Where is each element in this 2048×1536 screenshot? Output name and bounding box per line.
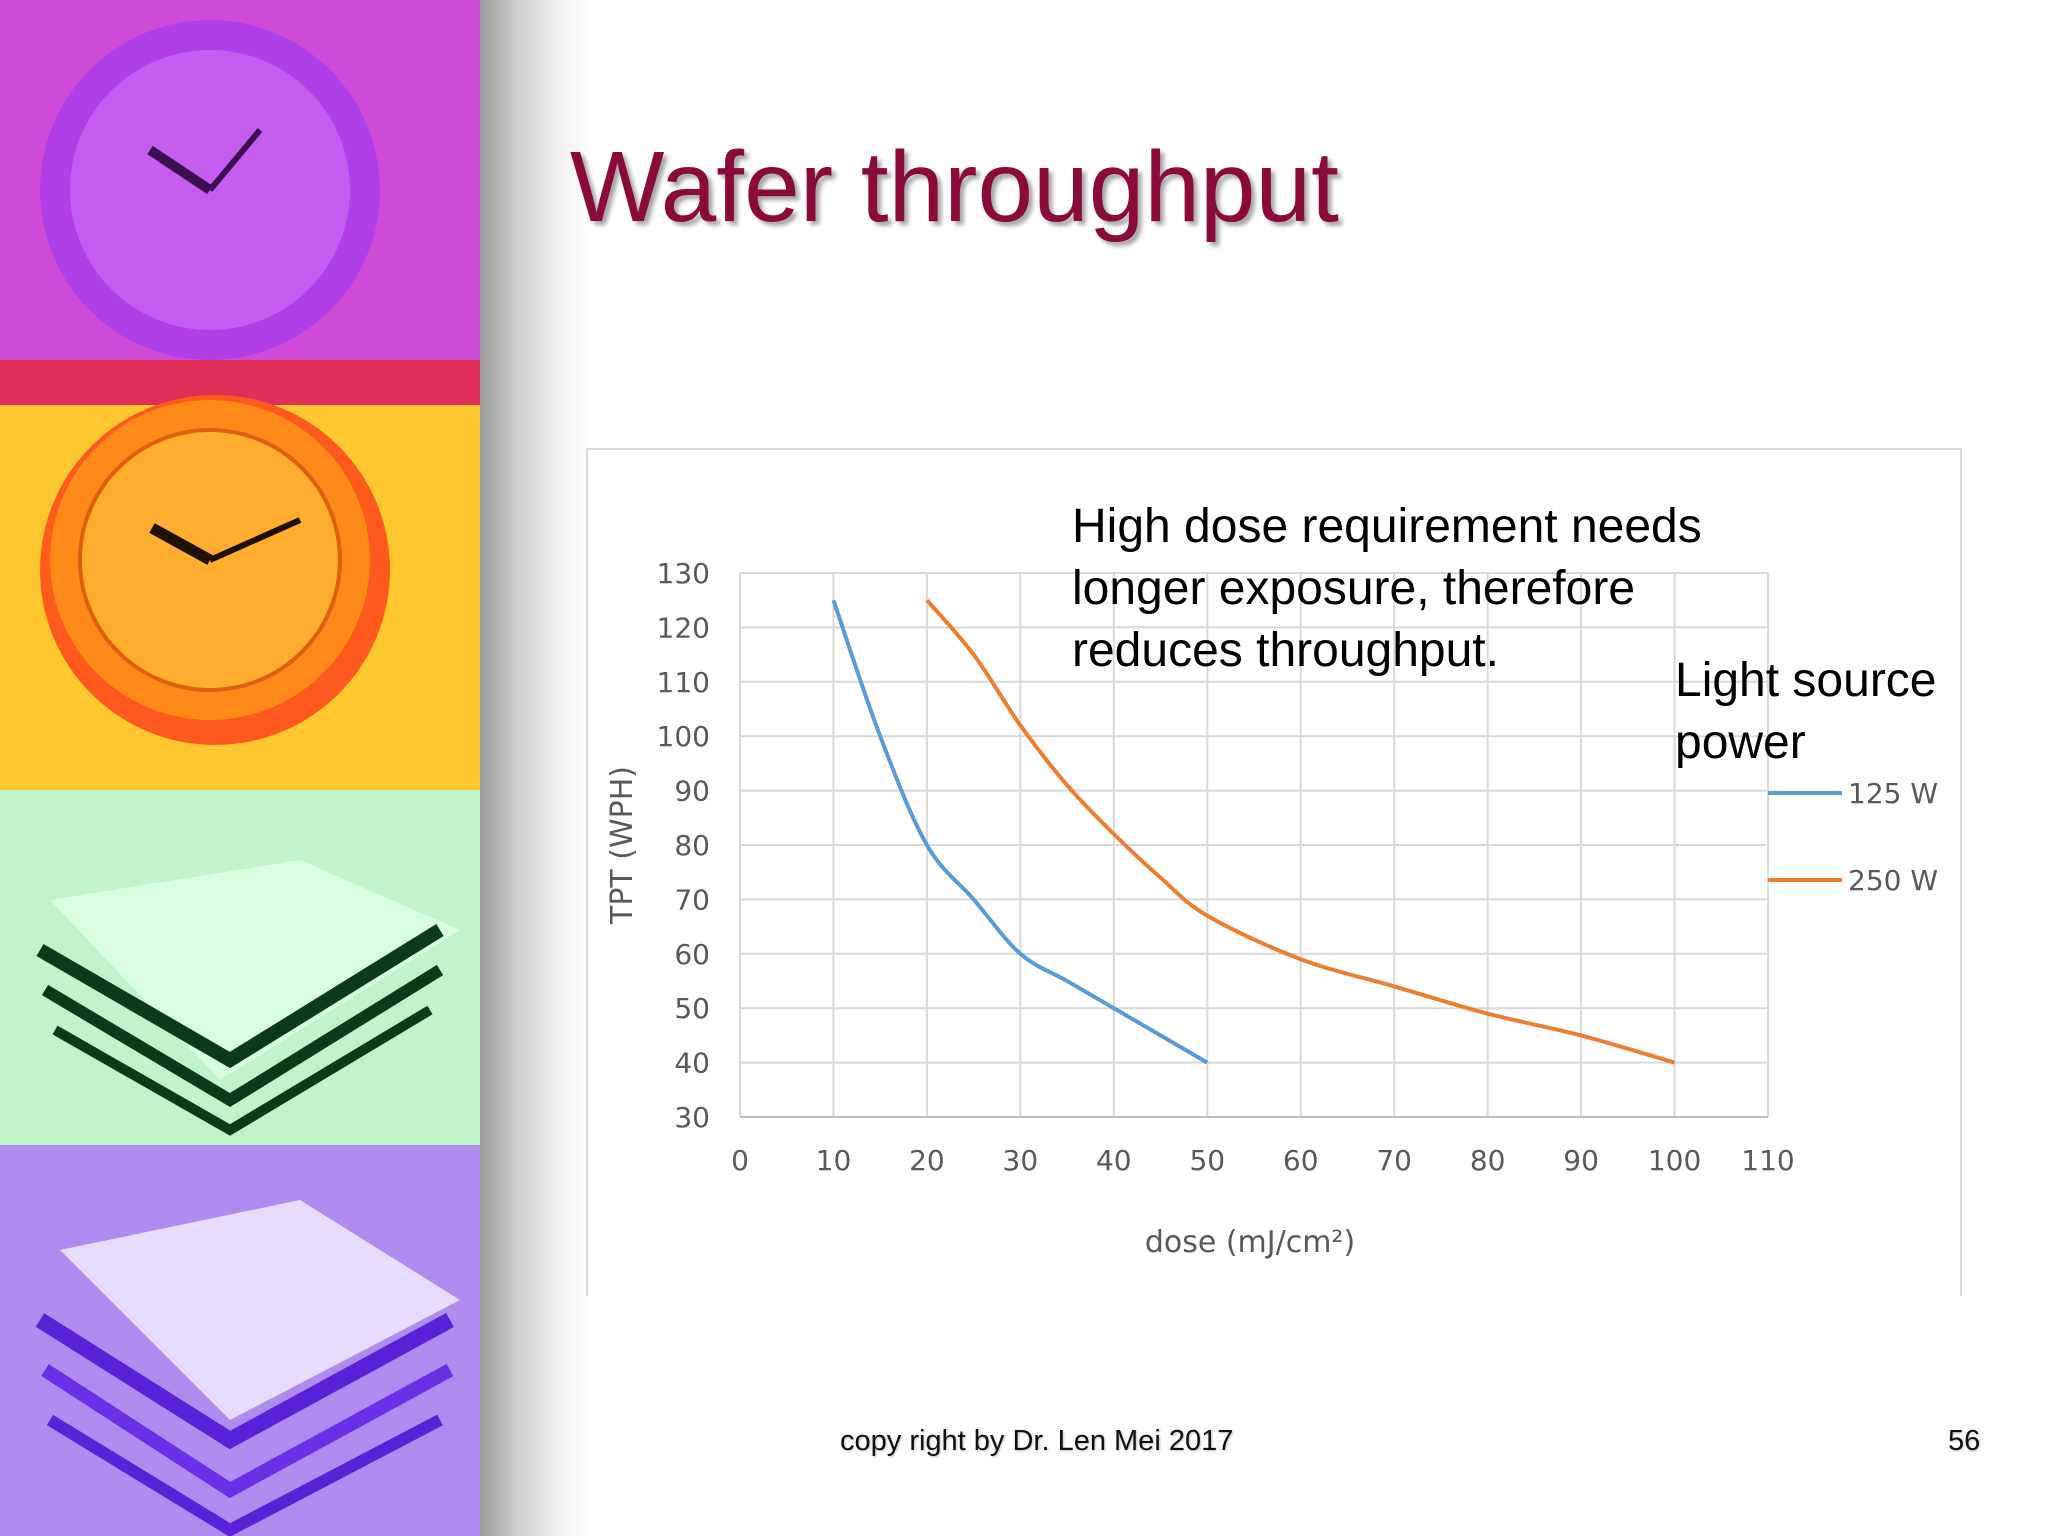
green-papers-icon [36,860,460,1136]
decorative-image-strip [0,0,480,1536]
annotation-line: High dose requirement needs [1072,500,1702,553]
x-tick-label: 110 [1741,1144,1794,1177]
annotation-line: longer exposure, therefore [1072,562,1636,615]
legend-label: 250 W [1848,864,1938,897]
x-tick-label: 10 [816,1144,852,1177]
chart-axes: 30 40 50 60 70 80 90 100 110 120 130 0 10 20 30 40 50 60 7… [605,557,1795,1260]
legend-label: 125 W [1848,777,1938,810]
legend-title: Light source power [1675,650,1937,774]
footer-copyright: copy right by Dr. Len Mei 2017 [840,1425,1234,1457]
y-tick-label: 100 [657,720,710,753]
y-tick-label: 30 [674,1101,710,1134]
legend-title-line: power [1675,716,1806,769]
x-tick-label: 60 [1283,1144,1319,1177]
y-tick-label: 70 [674,883,710,916]
x-tick-label: 100 [1648,1144,1701,1177]
x-tick-label: 40 [1096,1144,1132,1177]
series-line-125w [831,599,1209,1065]
x-axis-label: dose (mJ/cm²) [1145,1225,1355,1260]
chart-series [831,598,1676,1065]
chart-legend: 125 W 250 W [1768,777,1938,897]
x-tick-label: 30 [1003,1144,1039,1177]
x-tick-label: 80 [1470,1144,1506,1177]
annotation-line: reduces throughput. [1072,624,1499,677]
y-tick-label: 130 [657,557,710,590]
legend-title-line: Light source [1675,654,1937,707]
x-tick-label: 70 [1376,1144,1412,1177]
y-tick-label: 40 [674,1047,710,1080]
purple-papers-icon [35,1200,460,1536]
y-tick-label: 120 [657,611,710,644]
y-tick-label: 90 [674,775,710,808]
x-tick-label: 0 [731,1144,749,1177]
y-axis-label: TPT (WPH) [605,766,640,925]
x-tick-label: 20 [909,1144,945,1177]
page-number: 56 [1948,1425,1981,1457]
y-tick-label: 110 [657,666,710,699]
y-tick-label: 50 [674,992,710,1025]
y-tick-label: 80 [674,829,710,862]
orange-clock-icon [40,395,390,745]
chart-grid [739,572,1769,1118]
x-tick-label: 50 [1189,1144,1225,1177]
x-tick-label: 90 [1563,1144,1599,1177]
dose-annotation: High dose requirement needs longer expos… [1072,496,1702,682]
slide-title: Wafer throughput [570,131,1339,243]
strip-shadow [480,0,590,1536]
y-tick-label: 60 [674,938,710,971]
series-line-250w [925,598,1676,1065]
chart-frame [586,448,1962,1296]
purple-clock-icon [40,20,380,360]
